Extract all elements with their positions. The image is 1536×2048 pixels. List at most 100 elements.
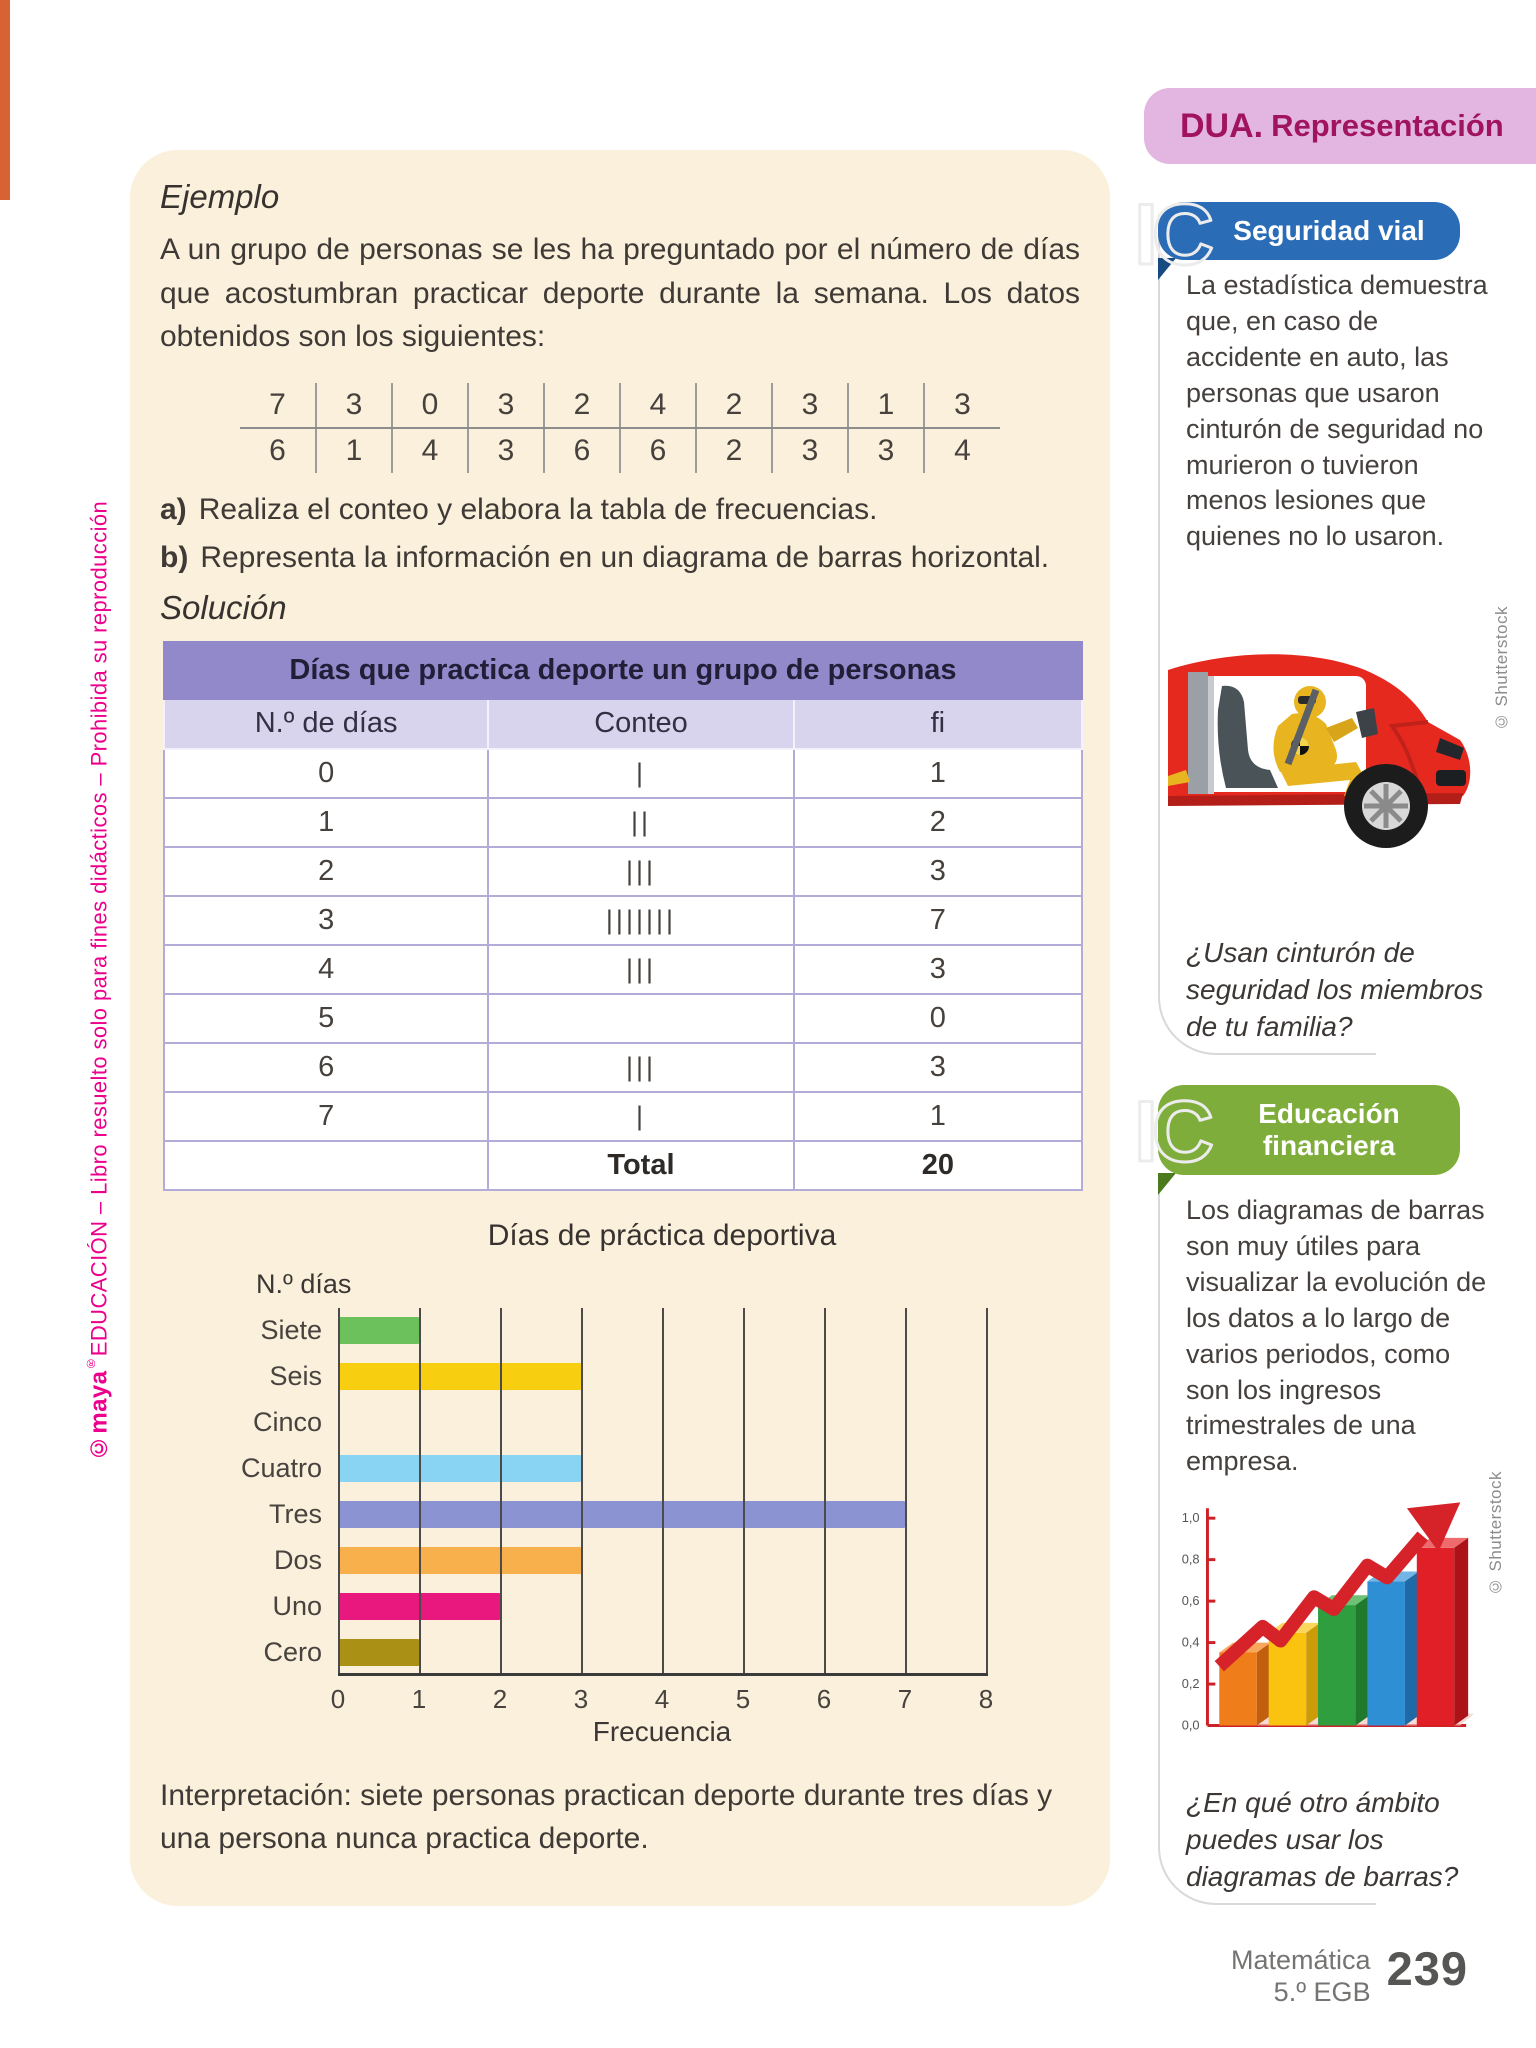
chart-category-label: Dos: [273, 1545, 322, 1575]
task-a: a) Realiza el conteo y elabora la tabla …: [160, 493, 1080, 527]
x-tick-label: 7: [897, 1683, 913, 1714]
tab-label-line1: Educación: [1258, 1097, 1400, 1129]
publisher-brand: ©maya: [85, 1370, 113, 1461]
data-value-cell: 7: [240, 382, 317, 429]
data-value-cell: 4: [392, 427, 469, 473]
fi-cell: 0: [792, 992, 1084, 1044]
table-total-row: Total 20: [162, 1139, 1084, 1191]
chart-category-label: Siete: [260, 1315, 322, 1345]
chart-row-uno: Uno: [160, 1584, 1080, 1630]
table-row: 4 ||| 3: [162, 943, 1084, 995]
crash-test-car-illustration: © Shutterstock: [1160, 590, 1511, 910]
chart-title: Días de práctica deportiva: [487, 1218, 837, 1252]
sidebar-section-seguridad-vial: IC Seguridad vial La estadística demuest…: [1133, 150, 1536, 1055]
svg-text:IC: IC: [1134, 1084, 1212, 1180]
days-cell: 2: [162, 845, 490, 897]
seguridad-vial-text: La estadística demuestra que, en caso de…: [1186, 270, 1488, 552]
tally-cell: |||: [487, 1041, 795, 1093]
image-credit: © Shutterstock: [1492, 606, 1511, 732]
data-value-cell: 1: [848, 382, 925, 429]
table-row: 2 ||| 3: [162, 845, 1084, 897]
data-value-cell: 3: [924, 382, 1000, 429]
chart-bar-dos: [338, 1547, 581, 1574]
chart-bar-area: [338, 1354, 986, 1400]
data-value-cell: 3: [772, 427, 849, 473]
days-cell: 3: [162, 894, 490, 946]
chart-row-dos: Dos: [160, 1538, 1080, 1584]
data-value-cell: 3: [772, 382, 849, 429]
x-tick-label: 6: [816, 1683, 832, 1714]
column-header-tally: Conteo: [487, 697, 795, 750]
data-value-cell: 6: [620, 427, 697, 473]
task-b: b) Representa la información en un diagr…: [160, 541, 1080, 575]
chart-bar-uno: [338, 1593, 500, 1620]
x-tick-label: 8: [978, 1683, 994, 1714]
x-tick-label: 0: [330, 1683, 346, 1714]
chart-row-tres: Tres: [160, 1492, 1080, 1538]
fi-cell: 3: [792, 1041, 1084, 1093]
data-value-cell: 6: [240, 427, 317, 473]
educacion-financiera-question: ¿En qué otro ámbito puedes usar los diag…: [1186, 1787, 1459, 1892]
chart-bar-seis: [338, 1363, 581, 1390]
educacion-financiera-text: Los diagramas de barras son muy útiles p…: [1186, 1195, 1487, 1477]
example-panel: Ejemplo A un grupo de personas se les ha…: [130, 150, 1110, 1906]
table-row: 6 ||| 3: [162, 1041, 1084, 1093]
fi-cell: 3: [792, 943, 1084, 995]
chart-bar-area: [338, 1630, 986, 1676]
data-value-cell: 3: [468, 427, 545, 473]
page-footer: Matemática 5.º EGB 239: [1231, 1945, 1468, 2009]
chart-bar-area: [338, 1400, 986, 1446]
tally-cell: |||: [487, 845, 795, 897]
data-value-cell: 2: [544, 382, 621, 429]
svg-text:1,0: 1,0: [1182, 1510, 1200, 1525]
data-value-cell: 2: [696, 427, 773, 473]
data-value-cell: 2: [696, 382, 773, 429]
chart-bar-area: [338, 1538, 986, 1584]
tab-fold-notch: [1158, 258, 1176, 280]
svg-text:0,0: 0,0: [1182, 1717, 1200, 1732]
intro-paragraph: A un grupo de personas se les ha pregunt…: [160, 233, 1080, 353]
fi-cell: 3: [792, 845, 1084, 897]
x-tick-label: 4: [654, 1683, 670, 1714]
footer-subject: Matemática: [1231, 1945, 1371, 1975]
tally-cell: |: [487, 1090, 795, 1142]
chart-category-label: Seis: [269, 1361, 322, 1391]
task-a-label: a): [160, 492, 187, 526]
table-row: 3 ||||||| 7: [162, 894, 1084, 946]
chart-bar-cero: [338, 1639, 419, 1666]
tab-fold-notch: [1158, 1173, 1176, 1195]
tally-cell: |||||||: [487, 894, 795, 946]
days-cell: 1: [162, 796, 490, 848]
image-credit: © Shutterstock: [1486, 1471, 1505, 1597]
svg-text:0,2: 0,2: [1182, 1676, 1200, 1691]
seguridad-vial-question: ¿Usan cinturón de seguridad los miembros…: [1186, 937, 1484, 1042]
svg-text:IC: IC: [1134, 187, 1212, 283]
data-value-cell: 4: [954, 433, 971, 467]
x-tick-label: 1: [411, 1683, 427, 1714]
data-value-cell: 1: [316, 427, 393, 473]
dua-tag: DUA. Representación: [1144, 88, 1536, 164]
total-value: 20: [792, 1139, 1084, 1191]
chart-category-label: Uno: [272, 1591, 322, 1621]
chart-category-label: Cero: [263, 1637, 322, 1667]
svg-text:0,8: 0,8: [1182, 1552, 1200, 1567]
ic-logo-icon: IC: [1133, 1083, 1220, 1182]
x-tick-label: 2: [492, 1683, 508, 1714]
bar-chart: Días de práctica deportiva N.º días Siet…: [160, 1219, 1080, 1748]
card-border-frame: [1158, 214, 1376, 1055]
solution-heading: Solución: [160, 588, 287, 626]
tally-cell: [487, 992, 795, 1044]
side-copyright-text: ©maya®EDUCACIÓN – Libro resuelto solo pa…: [84, 398, 118, 1563]
column-header-fi: fi: [792, 697, 1084, 750]
table-row: 1 || 2: [162, 796, 1084, 848]
dua-tag-bold: DUA.: [1180, 106, 1264, 145]
card-border-frame: [1158, 1181, 1376, 1905]
frequency-table: Días que practica deporte un grupo de pe…: [162, 640, 1084, 1191]
chart-row-seis: Seis: [160, 1354, 1080, 1400]
fi-cell: 1: [792, 747, 1084, 799]
tab-label: Seguridad vial: [1233, 214, 1425, 246]
page-number: 239: [1386, 1942, 1468, 1995]
